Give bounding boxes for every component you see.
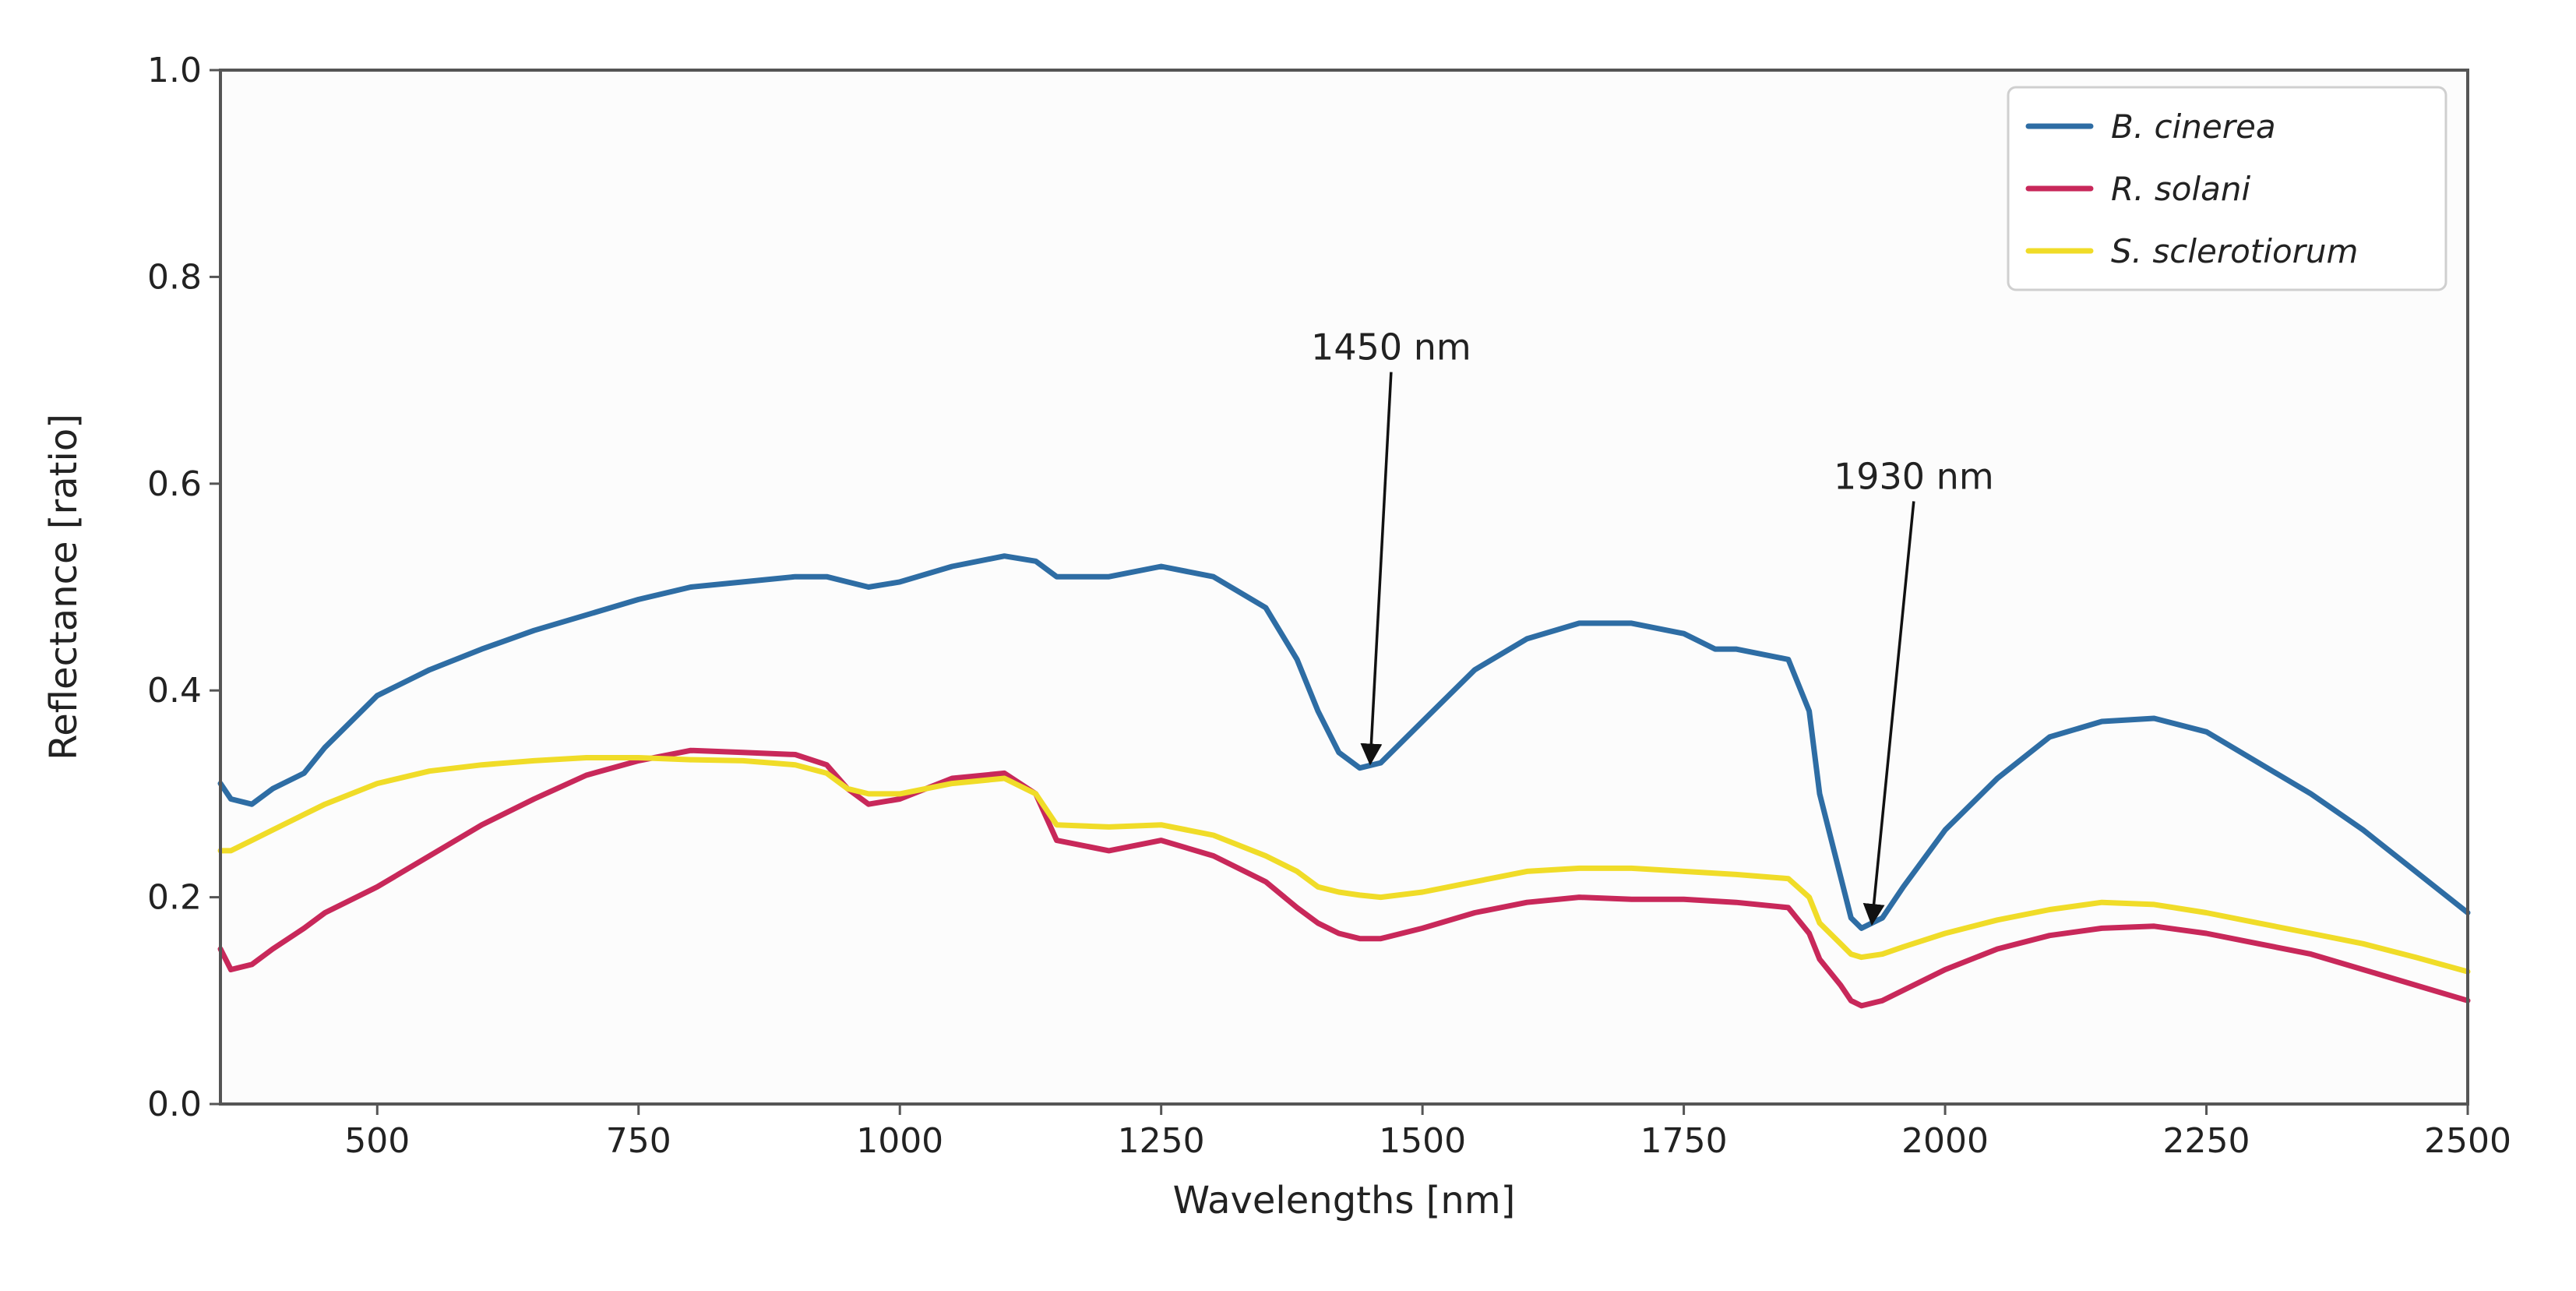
x-tick-label-5: 1750 xyxy=(1640,1121,1728,1161)
annotation-label-0: 1450 nm xyxy=(1311,326,1471,369)
x-tick-label-0: 500 xyxy=(344,1121,410,1161)
series-line-1 xyxy=(217,747,2471,1009)
annotation-arrow-1 xyxy=(1862,501,1915,926)
legend-label-1: R. solani xyxy=(2111,170,2250,208)
y-tick-label-3: 0.6 xyxy=(147,464,202,504)
axes-frame xyxy=(219,69,2469,1106)
x-tick-label-2: 1000 xyxy=(856,1121,943,1161)
legend-box xyxy=(2007,86,2447,291)
x-tick-label-7: 2250 xyxy=(2163,1121,2250,1161)
series-line-2 xyxy=(217,755,2471,975)
x-tick-label-4: 1500 xyxy=(1379,1121,1466,1161)
series-line-0 xyxy=(217,553,2471,931)
annotation-label-1: 1930 nm xyxy=(1834,455,1994,497)
legend-label-2: S. sclerotiorum xyxy=(2111,232,2358,270)
y-tick-label-1: 0.2 xyxy=(147,878,202,918)
y-axis-title: Reflectance [ratio] xyxy=(42,414,86,760)
x-tick-label-8: 2500 xyxy=(2424,1121,2511,1161)
x-axis-title: Wavelengths [nm] xyxy=(1173,1179,1516,1222)
legend-label-0: B. cinerea xyxy=(2111,108,2276,146)
y-tick-label-5: 1.0 xyxy=(147,51,202,90)
x-tick-label-6: 2000 xyxy=(1901,1121,1989,1161)
y-tick-label-0: 0.0 xyxy=(147,1085,202,1124)
x-tick-label-3: 1250 xyxy=(1118,1121,1205,1161)
x-tick-label-1: 750 xyxy=(606,1121,671,1161)
y-tick-label-2: 0.4 xyxy=(147,671,202,711)
annotation-arrow-0 xyxy=(1360,372,1393,766)
y-tick-label-4: 0.8 xyxy=(147,257,202,297)
